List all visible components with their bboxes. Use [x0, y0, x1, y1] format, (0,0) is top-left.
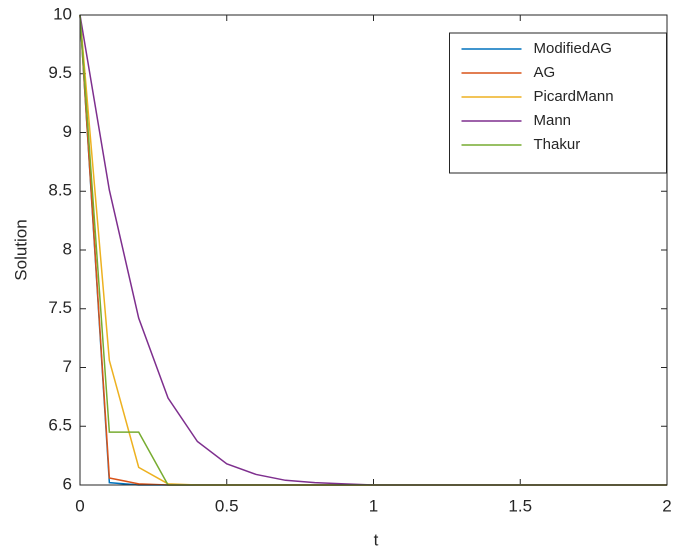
y-axis-label: Solution — [11, 219, 30, 280]
y-tick-label: 9.5 — [48, 63, 72, 82]
y-tick-label: 7 — [63, 357, 72, 376]
y-tick-label: 7.5 — [48, 298, 72, 317]
legend-box — [449, 32, 667, 174]
legend-label: ModifiedAG — [534, 40, 612, 57]
legend-label: Thakur — [534, 136, 581, 153]
x-tick-label: 0.5 — [215, 496, 239, 515]
y-tick-label: 6.5 — [48, 416, 72, 435]
x-tick-label: 1.5 — [508, 496, 532, 515]
axes-box — [79, 14, 668, 486]
x-tick-label: 0 — [75, 496, 84, 515]
y-tick-label: 8 — [63, 239, 72, 258]
x-axis-label: t — [374, 530, 379, 549]
legend-label: Mann — [534, 112, 572, 129]
y-tick-label: 6 — [63, 474, 72, 493]
y-tick-label: 8.5 — [48, 181, 72, 200]
legend-label: PicardMann — [534, 88, 614, 105]
y-tick-label: 10 — [53, 4, 72, 23]
x-tick-label: 1 — [369, 496, 378, 515]
legend-label: AG — [534, 64, 556, 81]
y-tick-label: 9 — [63, 122, 72, 141]
x-tick-label: 2 — [662, 496, 671, 515]
